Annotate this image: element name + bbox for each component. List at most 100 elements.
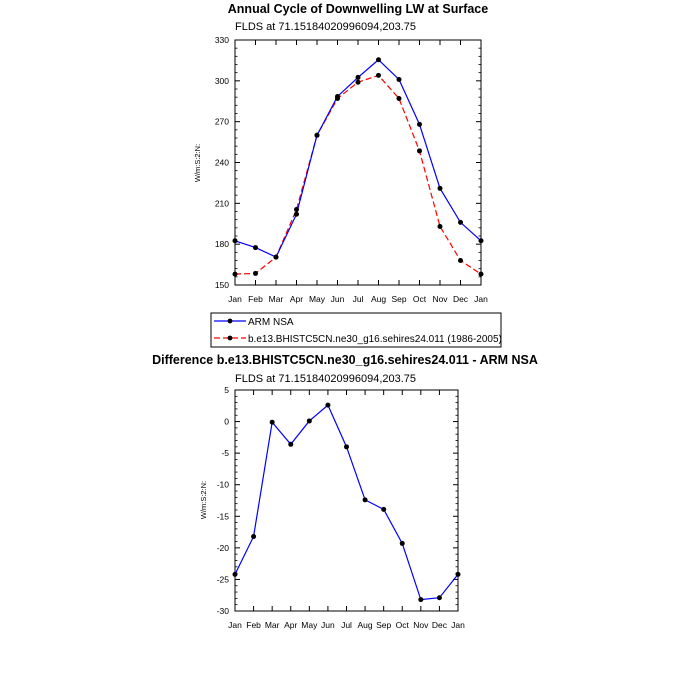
data-point <box>437 223 443 229</box>
difference-chart: Difference b.e13.BHISTC5CN.ne30_g16.sehi… <box>152 353 538 630</box>
data-point <box>335 93 340 99</box>
data-point <box>294 206 299 212</box>
plot-area: 150 180 210 240 270 300 330 Jan Feb Mar Apr May Jun J… <box>215 35 488 304</box>
plot-area: -30 -25 -20 -15 -10 -5 0 5 Jan Feb Mar Apr May Jun Jul… <box>217 385 465 630</box>
data-point <box>251 533 257 539</box>
chart-title: Annual Cycle of Downwelling LW at Surfac… <box>228 2 488 16</box>
data-point <box>396 76 402 82</box>
data-point <box>232 238 238 244</box>
legend-label: ARM NSA <box>248 317 294 328</box>
data-point <box>478 271 484 277</box>
x-tick-label: Sep <box>376 620 391 630</box>
data-point <box>417 148 422 154</box>
y-tick-label: 210 <box>215 198 229 208</box>
y-tick-label: -15 <box>217 511 230 521</box>
x-tick-label: Aug <box>358 620 373 630</box>
y-tick-label: -20 <box>217 543 230 553</box>
x-tick-label: Jan <box>451 620 465 630</box>
data-point <box>362 497 368 503</box>
x-tick-label: Nov <box>432 294 448 304</box>
x-tick-label: Jan <box>228 620 242 630</box>
data-point <box>478 238 484 244</box>
data-point <box>437 185 443 191</box>
x-tick-label: Jan <box>474 294 488 304</box>
data-point <box>436 595 442 601</box>
data-point <box>294 211 299 217</box>
legend-marker <box>227 335 233 341</box>
data-point <box>455 571 461 577</box>
data-point <box>253 270 258 276</box>
chart-title: Difference b.e13.BHISTC5CN.ne30_g16.sehi… <box>152 353 538 367</box>
data-point <box>344 444 349 450</box>
x-tick-label: Feb <box>246 620 261 630</box>
x-tick-label: Feb <box>248 294 263 304</box>
data-point <box>399 540 405 546</box>
x-tick-label: Sep <box>391 294 406 304</box>
data-point <box>306 418 312 424</box>
y-tick-label: 5 <box>224 385 229 395</box>
data-point <box>232 571 238 577</box>
x-tick-label: Oct <box>396 620 410 630</box>
y-tick-label: -30 <box>217 606 230 616</box>
y-tick-label: 0 <box>224 417 229 427</box>
x-tick-label: Jan <box>228 294 242 304</box>
data-point <box>355 74 361 80</box>
y-tick-label: 300 <box>215 76 229 86</box>
series-line <box>234 404 459 601</box>
data-point <box>355 79 361 85</box>
y-tick-label: -5 <box>221 448 229 458</box>
y-tick-label: -10 <box>217 480 230 490</box>
data-point <box>458 258 463 263</box>
data-point <box>396 96 402 102</box>
series-line <box>234 74 482 275</box>
x-tick-label: Apr <box>284 620 297 630</box>
y-tick-label: 270 <box>215 117 229 127</box>
legend-marker <box>227 318 233 324</box>
data-point <box>376 57 381 63</box>
data-point <box>325 402 331 408</box>
y-axis-label: W/m:S:2:N: <box>193 144 202 182</box>
data-point <box>288 441 294 447</box>
y-tick-label: 330 <box>215 35 229 45</box>
legend-label: b.e13.BHISTC5CN.ne30_g16.sehires24.011 (… <box>248 334 502 345</box>
x-tick-label: Jul <box>341 620 352 630</box>
legend-item: b.e13.BHISTC5CN.ne30_g16.sehires24.011 (… <box>214 334 502 345</box>
data-point <box>376 72 381 78</box>
x-tick-label: May <box>309 294 326 304</box>
data-point <box>418 597 424 603</box>
x-tick-label: Jul <box>353 294 364 304</box>
x-tick-label: Nov <box>413 620 429 630</box>
data-point <box>269 419 275 425</box>
y-axis-label: W/m:S:2:N: <box>199 481 208 519</box>
x-tick-label: Apr <box>290 294 303 304</box>
data-point <box>273 254 279 260</box>
x-tick-label: Mar <box>265 620 280 630</box>
data-point <box>314 132 320 138</box>
y-tick-label: 180 <box>215 239 229 249</box>
data-point <box>381 506 387 512</box>
x-tick-label: Jun <box>331 294 345 304</box>
series-line <box>234 58 482 258</box>
annual-cycle-chart: Annual Cycle of Downwelling LW at Surfac… <box>193 2 502 348</box>
plot-frame <box>234 389 459 612</box>
y-tick-label: -25 <box>217 574 230 584</box>
data-point <box>458 219 463 225</box>
y-tick-label: 150 <box>215 280 229 290</box>
y-tick-label: 240 <box>215 158 229 168</box>
x-tick-label: Dec <box>432 620 448 630</box>
data-point <box>417 121 422 127</box>
x-tick-label: Oct <box>413 294 427 304</box>
x-tick-label: Dec <box>453 294 469 304</box>
chart-subtitle: FLDS at 71.15184020996094,203.75 <box>235 21 416 33</box>
legend-item: ARM NSA <box>214 317 294 328</box>
x-tick-label: Mar <box>269 294 284 304</box>
data-point <box>253 245 258 251</box>
data-point <box>232 271 238 277</box>
legend: ARM NSA b.e13.BHISTC5CN.ne30_g16.sehires… <box>210 312 502 348</box>
x-tick-label: Jun <box>321 620 335 630</box>
legend-box <box>210 312 502 348</box>
x-tick-label: Aug <box>371 294 386 304</box>
chart-subtitle: FLDS at 71.15184020996094,203.75 <box>235 373 416 385</box>
x-tick-label: May <box>301 620 318 630</box>
